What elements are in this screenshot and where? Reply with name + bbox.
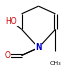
Text: HO: HO [6, 17, 17, 26]
Text: N: N [35, 43, 42, 52]
Text: CH₃: CH₃ [50, 61, 61, 66]
Text: O: O [5, 51, 11, 60]
